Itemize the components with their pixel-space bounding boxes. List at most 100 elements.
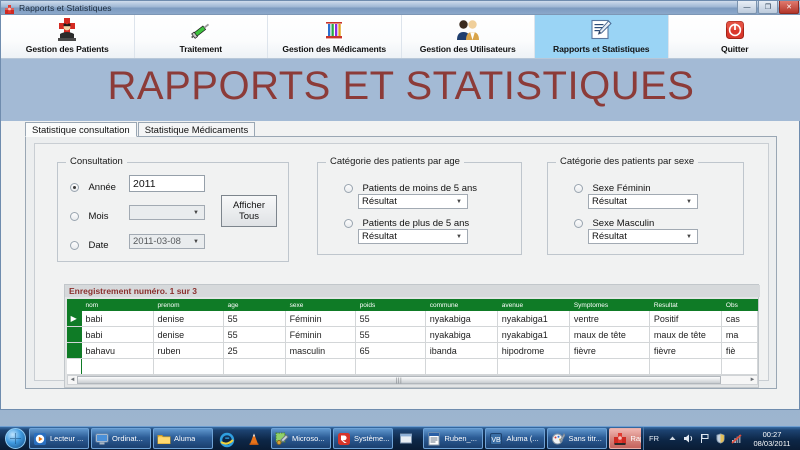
cell-commune[interactable]: nyakabiga (425, 326, 498, 343)
cell-poids[interactable]: 55 (355, 311, 426, 327)
cell-prenom[interactable]: ruben (153, 342, 224, 359)
column-header-prenom[interactable]: prenom (153, 299, 224, 311)
column-header-observation[interactable]: Obs (721, 299, 759, 311)
column-header-age[interactable]: age (223, 299, 286, 311)
cell-commune[interactable] (425, 358, 498, 375)
cell-age[interactable]: 25 (223, 342, 286, 359)
tab-statistique-medicaments[interactable]: Statistique Médicaments (137, 122, 256, 137)
cell-sexe[interactable]: masculin (285, 342, 356, 359)
cell-commune[interactable]: ibanda (425, 342, 498, 359)
close-button[interactable]: ✕ (779, 1, 799, 14)
table-row-new[interactable]: ✱ (67, 358, 759, 375)
toolbar-item-traitement[interactable]: Traitement (135, 15, 268, 58)
taskbar-item-systeme[interactable]: Système... (333, 428, 394, 449)
cell-commune[interactable]: nyakabiga (425, 311, 498, 327)
afficher-tous-button[interactable]: Afficher Tous (221, 195, 277, 227)
flag-icon[interactable] (698, 432, 711, 445)
cell-prenom[interactable]: denise (153, 326, 224, 343)
cell-observation[interactable]: fiè (721, 342, 759, 359)
new-row-selector[interactable]: ✱ (67, 358, 82, 375)
row-selector[interactable]: ▶ (67, 311, 82, 327)
taskbar-item-aluma-folder[interactable]: Aluma (153, 428, 213, 449)
toolbar-item-gestion-des-utilisateurs[interactable]: Gestion des Utilisateurs (402, 15, 535, 58)
radio-plus-de-5-ans[interactable] (344, 219, 353, 229)
maximize-button[interactable]: ❐ (758, 1, 778, 14)
radio-sexe-feminin[interactable] (574, 184, 583, 194)
clock[interactable]: 00:27 08/03/2011 (746, 430, 798, 448)
resultat-plus-5-ans-combo[interactable]: Résultat ▼ (358, 229, 468, 244)
window-controls[interactable]: — ❐ ✕ (737, 1, 799, 14)
radio-sexe-masculin[interactable] (574, 219, 583, 229)
taskbar-item-ordinateur[interactable]: Ordinat... (91, 428, 151, 449)
cell-poids[interactable] (355, 358, 426, 375)
cell-sexe[interactable] (285, 358, 356, 375)
date-picker[interactable]: 2011-03-08 ▼ (129, 234, 205, 249)
resultat-feminin-combo[interactable]: Résultat ▼ (588, 194, 698, 209)
taskbar-item-window[interactable] (395, 428, 421, 449)
toolbar-item-gestion-des-patients[interactable]: Gestion des Patients (1, 15, 135, 58)
column-header-commune[interactable]: commune (425, 299, 498, 311)
taskbar-item-paint[interactable]: Sans titr... (547, 428, 608, 449)
column-header-poids[interactable]: poids (355, 299, 426, 311)
network-icon[interactable] (730, 432, 743, 445)
datagrid-horizontal-scrollbar[interactable]: ◄ ||| ► (67, 375, 758, 385)
taskbar-item-lecteur[interactable]: Lecteur ... (29, 428, 89, 449)
row-selector[interactable] (67, 326, 82, 343)
radio-annee[interactable] (70, 183, 79, 193)
resultat-masculin-combo[interactable]: Résultat ▼ (588, 229, 698, 244)
table-row[interactable]: bahavu ruben 25 masculin 65 ibanda hipod… (67, 342, 759, 359)
cell-nom[interactable]: bahavu (81, 342, 154, 359)
radio-row-sexe-masculin[interactable]: Sexe Masculin (574, 215, 654, 233)
radio-mois[interactable] (70, 212, 79, 222)
toolbar-item-rapports-et-statistiques[interactable]: Rapports et Statistiques (535, 15, 669, 58)
column-header-symptomes[interactable]: Symptomes (569, 299, 650, 311)
taskbar-item-vlc[interactable] (243, 428, 269, 449)
cell-nom[interactable]: babi (81, 326, 154, 343)
cell-age[interactable] (223, 358, 286, 375)
cell-symptomes[interactable]: fièvre (569, 342, 650, 359)
column-header-resultat[interactable]: Resultat (649, 299, 722, 311)
cell-symptomes[interactable]: ventre (569, 311, 650, 327)
radio-row-mois[interactable]: Mois (70, 208, 109, 226)
radio-row-sexe-feminin[interactable]: Sexe Féminin (574, 180, 651, 198)
annee-input[interactable] (129, 175, 205, 192)
cell-observation[interactable]: ma (721, 326, 759, 343)
cell-resultat[interactable]: Positif (649, 311, 722, 327)
taskbar-item-aluma-project[interactable]: VB Aluma (... (485, 428, 546, 449)
cell-avenue[interactable]: nyakabiga1 (497, 326, 570, 343)
cell-poids[interactable]: 65 (355, 342, 426, 359)
cell-age[interactable]: 55 (223, 326, 286, 343)
cell-resultat[interactable] (649, 358, 722, 375)
column-header-sexe[interactable]: sexe (285, 299, 356, 311)
language-indicator[interactable]: FR (649, 434, 659, 443)
scroll-left-arrow-icon[interactable]: ◄ (69, 377, 76, 383)
shield-icon[interactable] (714, 432, 727, 445)
table-row[interactable]: babi denise 55 Féminin 55 nyakabiga nyak… (67, 326, 759, 343)
scroll-right-arrow-icon[interactable]: ► (749, 377, 756, 383)
toolbar-item-gestion-des-medicaments[interactable]: Gestion des Médicaments (268, 15, 402, 58)
taskbar-item-rapports-active[interactable]: Rapport... (609, 428, 641, 449)
cell-observation[interactable] (721, 358, 759, 375)
cell-prenom[interactable]: denise (153, 311, 224, 327)
mois-combo[interactable]: ▼ (129, 205, 205, 220)
cell-sexe[interactable]: Féminin (285, 311, 356, 327)
cell-sexe[interactable]: Féminin (285, 326, 356, 343)
cell-nom[interactable] (81, 358, 154, 375)
show-hidden-icon[interactable] (666, 432, 679, 445)
minimize-button[interactable]: — (737, 1, 757, 14)
cell-avenue[interactable]: nyakabiga1 (497, 311, 570, 327)
taskbar-item-internet-explorer[interactable] (215, 428, 241, 449)
cell-poids[interactable]: 55 (355, 326, 426, 343)
radio-row-plus-5-ans[interactable]: Patients de plus de 5 ans (344, 215, 469, 233)
cell-nom[interactable]: babi (81, 311, 154, 327)
tab-statistique-consultation[interactable]: Statistique consultation (25, 122, 137, 137)
cell-age[interactable]: 55 (223, 311, 286, 327)
cell-observation[interactable]: cas (721, 311, 759, 327)
resultat-moins-5-ans-combo[interactable]: Résultat ▼ (358, 194, 468, 209)
radio-row-annee[interactable]: Année (70, 179, 116, 197)
start-button[interactable] (1, 428, 29, 450)
radio-row-date[interactable]: Date (70, 237, 109, 255)
radio-row-moins-5-ans[interactable]: Patients de moins de 5 ans (344, 180, 477, 198)
cell-symptomes[interactable] (569, 358, 650, 375)
scrollbar-track[interactable]: ||| (77, 376, 748, 384)
